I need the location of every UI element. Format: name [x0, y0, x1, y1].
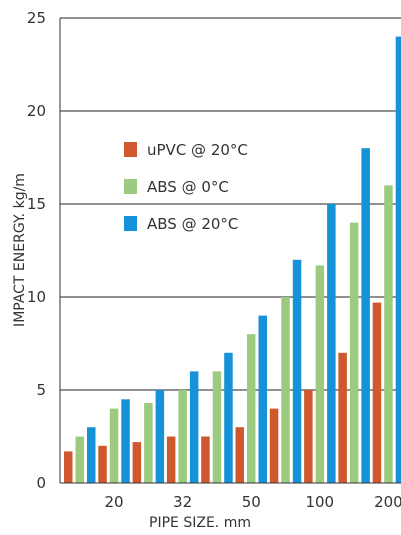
bar-abs-0c: [75, 436, 84, 483]
x-tick-labels: 20 32 50 100 200: [104, 493, 401, 511]
bar-upvc-20c: [372, 302, 382, 483]
bar-abs-0c: [281, 297, 290, 483]
legend-swatch: [124, 216, 137, 231]
bar-abs-20c: [292, 259, 302, 483]
y-tick-label: 25: [27, 9, 46, 27]
legend-swatch: [124, 179, 137, 194]
bar-abs-0c: [144, 403, 153, 483]
x-tick-label: 50: [242, 493, 261, 511]
legend-label: uPVC @ 20°C: [147, 141, 248, 159]
legend: uPVC @ 20°C ABS @ 0°C ABS @ 20°C: [124, 141, 248, 233]
bar-abs-20c: [224, 352, 233, 483]
y-tick-labels: 0 5 10 15 20 25: [27, 9, 46, 492]
bar-upvc-20c: [235, 427, 244, 483]
bar-abs-20c: [189, 371, 199, 483]
legend-label: ABS @ 0°C: [147, 178, 229, 196]
bar-upvc-20c: [304, 390, 313, 483]
bar-abs-20c: [361, 148, 370, 483]
bar-abs-0c: [178, 390, 187, 483]
bar-abs-0c: [109, 408, 119, 483]
bar-abs-20c: [327, 204, 336, 483]
bar-abs-20c: [258, 315, 267, 483]
bar-upvc-20c: [166, 436, 176, 483]
bar-abs-20c: [87, 427, 96, 483]
y-tick-label: 15: [27, 195, 46, 213]
bar-upvc-20c: [201, 436, 210, 483]
y-tick-label: 10: [27, 288, 46, 306]
bar-upvc-20c: [269, 408, 279, 483]
bar-abs-0c: [247, 334, 256, 483]
bar-abs-20c: [155, 390, 165, 483]
y-tick-label: 5: [36, 381, 46, 399]
grid-lines: [60, 17, 401, 391]
bars: [64, 36, 401, 483]
x-tick-label: 20: [104, 493, 123, 511]
bar-upvc-20c: [64, 451, 73, 483]
legend-swatch: [124, 142, 137, 157]
bar-abs-0c: [349, 222, 359, 483]
x-tick-label: 32: [173, 493, 192, 511]
bar-upvc-20c: [98, 445, 107, 483]
y-axis-title: IMPACT ENERGY. kg/m: [12, 173, 28, 327]
x-tick-label: 200: [374, 493, 401, 511]
x-axis-title: PIPE SIZE. mm: [149, 515, 251, 531]
bar-abs-0c: [315, 265, 325, 483]
legend-label: ABS @ 20°C: [147, 215, 238, 233]
bar-abs-20c: [121, 399, 130, 483]
bar-abs-0c: [384, 185, 393, 483]
bar-upvc-20c: [132, 442, 142, 483]
x-tick-label: 100: [305, 493, 334, 511]
bar-upvc-20c: [338, 352, 347, 483]
bar-abs-20c: [395, 36, 401, 483]
axes: [59, 18, 401, 484]
y-tick-label: 20: [27, 102, 46, 120]
y-tick-label: 0: [36, 474, 46, 492]
bar-abs-0c: [212, 371, 222, 483]
